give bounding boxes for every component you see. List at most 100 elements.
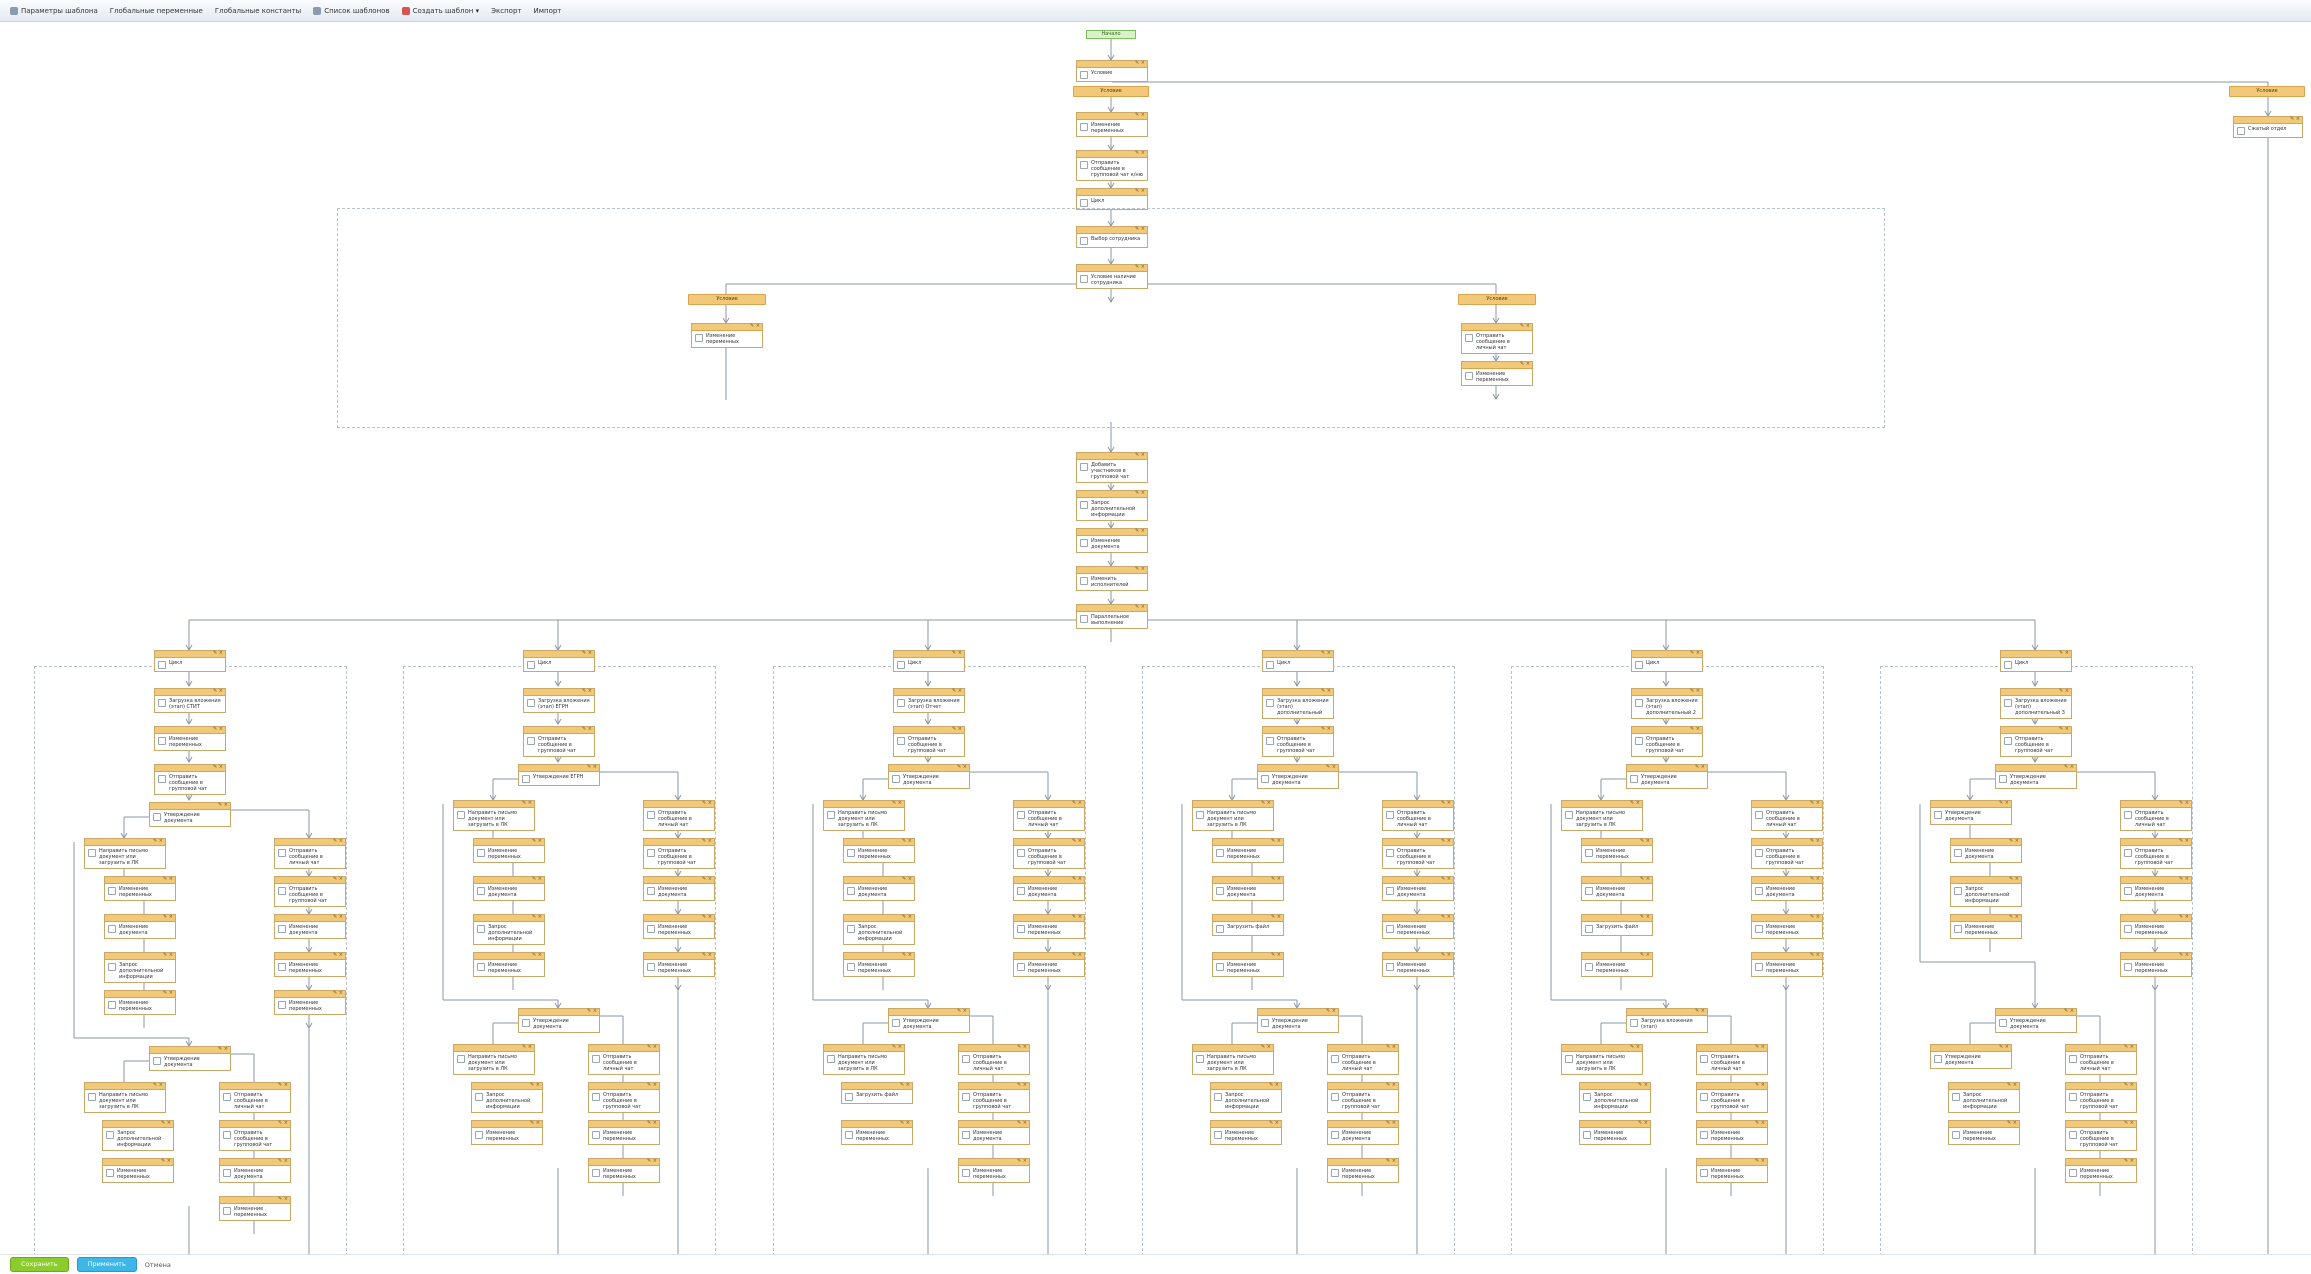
activity-block[interactable]: ✎ × Запрос дополнительной информации (1948, 1082, 2020, 1113)
activity-controls-icon[interactable]: ✎ × (1017, 1044, 1027, 1050)
activity-controls-icon[interactable]: ✎ × (1640, 876, 1650, 882)
activity-controls-icon[interactable]: ✎ × (1441, 838, 1451, 844)
activity-controls-icon[interactable]: ✎ × (1690, 650, 1700, 656)
activity-block[interactable]: ✎ × Запрос дополнительной информации (1579, 1082, 1651, 1113)
activity-block[interactable]: ✎ × Запрос дополнительной информации (104, 952, 176, 983)
activity-block[interactable]: ✎ × Изменение переменных (643, 952, 715, 977)
activity-controls-icon[interactable]: ✎ × (1810, 838, 1820, 844)
activity-block[interactable]: ✎ × Условие (1076, 60, 1148, 82)
activity-block[interactable]: ✎ × Отправить сообщение в личный чат (2065, 1044, 2137, 1075)
activity-controls-icon[interactable]: ✎ × (213, 764, 223, 770)
activity-block[interactable]: ✎ × Изменение документа (1581, 876, 1653, 901)
condition-branch[interactable]: Условие (1073, 86, 1149, 97)
activity-controls-icon[interactable]: ✎ × (532, 914, 542, 920)
activity-controls-icon[interactable]: ✎ × (333, 914, 343, 920)
activity-block[interactable]: ✎ × Загрузка вложения (этап) дополнительн… (2000, 688, 2072, 719)
activity-block[interactable]: ✎ × Отправить сообщение в личный чат (219, 1082, 291, 1113)
activity-controls-icon[interactable]: ✎ × (2124, 1082, 2134, 1088)
activity-block[interactable]: ✎ × Изменение переменных (1013, 914, 1085, 939)
activity-block[interactable]: ✎ × Запрос дополнительной информации (1950, 876, 2022, 907)
activity-block[interactable]: ✎ × Изменение документа (1212, 876, 1284, 901)
activity-block[interactable]: ✎ × Изменение переменных (843, 838, 915, 863)
toolbar-item-6[interactable]: Импорт (533, 7, 561, 15)
activity-controls-icon[interactable]: ✎ × (647, 1082, 657, 1088)
activity-controls-icon[interactable]: ✎ × (1135, 566, 1145, 572)
activity-block[interactable]: ✎ × Изменение переменных (1579, 1120, 1651, 1145)
activity-controls-icon[interactable]: ✎ × (902, 838, 912, 844)
activity-block[interactable]: ✎ × Изменение переменных (1696, 1120, 1768, 1145)
activity-controls-icon[interactable]: ✎ × (2009, 838, 2019, 844)
activity-controls-icon[interactable]: ✎ × (1135, 188, 1145, 194)
toolbar-item-5[interactable]: Экспорт (491, 7, 521, 15)
activity-controls-icon[interactable]: ✎ × (1630, 800, 1640, 806)
activity-controls-icon[interactable]: ✎ × (1072, 838, 1082, 844)
activity-controls-icon[interactable]: ✎ × (2179, 914, 2189, 920)
activity-controls-icon[interactable]: ✎ × (2064, 764, 2074, 770)
activity-controls-icon[interactable]: ✎ × (2064, 1008, 2074, 1014)
activity-block[interactable]: ✎ × Утверждение документа (149, 802, 231, 827)
activity-controls-icon[interactable]: ✎ × (1271, 952, 1281, 958)
activity-block[interactable]: ✎ × Утверждение документа (1626, 764, 1708, 789)
activity-controls-icon[interactable]: ✎ × (1135, 604, 1145, 610)
activity-block[interactable]: ✎ × Отправить сообщение в личный чат (1696, 1044, 1768, 1075)
activity-block[interactable]: ✎ × Условие наличие сотрудника (1076, 264, 1148, 289)
activity-controls-icon[interactable]: ✎ × (952, 726, 962, 732)
activity-block[interactable]: ✎ × Отправить сообщение в групповой чат (2065, 1082, 2137, 1113)
activity-controls-icon[interactable]: ✎ × (522, 800, 532, 806)
toolbar-item-2[interactable]: Глобальные константы (215, 7, 301, 15)
activity-controls-icon[interactable]: ✎ × (218, 802, 228, 808)
activity-block[interactable]: ✎ × Изменение документа (1327, 1120, 1399, 1145)
activity-block[interactable]: ✎ × Изменение переменных (588, 1120, 660, 1145)
activity-block[interactable]: ✎ × Изменение переменных (1013, 952, 1085, 977)
activity-controls-icon[interactable]: ✎ × (587, 764, 597, 770)
activity-block[interactable]: ✎ × Изменение переменных (1076, 112, 1148, 137)
activity-controls-icon[interactable]: ✎ × (1135, 490, 1145, 496)
toolbar-item-4[interactable]: Создать шаблон ▾ (401, 6, 479, 15)
activity-controls-icon[interactable]: ✎ × (1017, 1082, 1027, 1088)
activity-block[interactable]: ✎ × Изменение переменных (1948, 1120, 2020, 1145)
activity-block[interactable]: ✎ × Изменение документа (274, 914, 346, 939)
activity-block[interactable]: ✎ × Загрузка вложения (этап) ЕГРН (523, 688, 595, 713)
workflow-canvas[interactable]: Начало ✎ × Условие Условие Условие ✎ × Сжатый … (0, 22, 2311, 1254)
activity-block[interactable]: ✎ × Запрос дополнительной информации (473, 914, 545, 945)
cancel-link[interactable]: Отмена (144, 1260, 171, 1269)
activity-block[interactable]: ✎ × Утверждение документа (149, 1046, 231, 1071)
activity-controls-icon[interactable]: ✎ × (1261, 800, 1271, 806)
activity-block[interactable]: ✎ × Отправить сообщение в групповой чат (154, 764, 226, 795)
activity-controls-icon[interactable]: ✎ × (333, 990, 343, 996)
activity-controls-icon[interactable]: ✎ × (900, 1120, 910, 1126)
activity-controls-icon[interactable]: ✎ × (2179, 876, 2189, 882)
activity-block[interactable]: ✎ × Утверждение документа (1257, 1008, 1339, 1033)
activity-block[interactable]: ✎ × Отправить сообщение в групповой чат (1013, 838, 1085, 869)
activity-controls-icon[interactable]: ✎ × (1630, 1044, 1640, 1050)
activity-block[interactable]: ✎ × Изменение документа (1382, 876, 1454, 901)
activity-block[interactable]: ✎ × Загрузить файл (1581, 914, 1653, 936)
activity-block[interactable]: ✎ × Утверждение документа (1995, 764, 2077, 789)
activity-block[interactable]: ✎ × Изменение переменных (1751, 952, 1823, 977)
activity-controls-icon[interactable]: ✎ × (587, 1008, 597, 1014)
activity-controls-icon[interactable]: ✎ × (1640, 952, 1650, 958)
activity-block[interactable]: ✎ × Загрузка вложения (этап) (1626, 1008, 1708, 1033)
activity-block[interactable]: ✎ × Направить письмо документ или загрузи… (84, 838, 166, 869)
activity-block[interactable]: ✎ × Изменение переменных (1210, 1120, 1282, 1145)
activity-controls-icon[interactable]: ✎ × (532, 838, 542, 844)
activity-controls-icon[interactable]: ✎ × (530, 1082, 540, 1088)
activity-controls-icon[interactable]: ✎ × (1271, 876, 1281, 882)
activity-controls-icon[interactable]: ✎ × (163, 990, 173, 996)
activity-controls-icon[interactable]: ✎ × (1441, 800, 1451, 806)
activity-block[interactable]: ✎ × Направить письмо документ или загрузи… (453, 800, 535, 831)
activity-controls-icon[interactable]: ✎ × (1810, 952, 1820, 958)
activity-block[interactable]: ✎ × Цикл (154, 650, 226, 672)
activity-controls-icon[interactable]: ✎ × (1695, 764, 1705, 770)
toolbar-item-0[interactable]: Параметры шаблона (10, 6, 98, 15)
activity-block[interactable]: ✎ × Изменение документа (219, 1158, 291, 1183)
activity-controls-icon[interactable]: ✎ × (1321, 726, 1331, 732)
activity-block[interactable]: ✎ × Отправить сообщение в личный чат (274, 838, 346, 869)
activity-block[interactable]: ✎ × Загрузка вложения (этап) дополнительн… (1631, 688, 1703, 719)
activity-block[interactable]: ✎ × Изменение документа (104, 914, 176, 939)
activity-block[interactable]: ✎ × Направить письмо документ или загрузи… (1561, 800, 1643, 831)
activity-controls-icon[interactable]: ✎ × (2009, 914, 2019, 920)
activity-controls-icon[interactable]: ✎ × (1386, 1120, 1396, 1126)
activity-controls-icon[interactable]: ✎ × (952, 688, 962, 694)
activity-block[interactable]: ✎ × Загрузка вложения (этап) СТИТ (154, 688, 226, 713)
